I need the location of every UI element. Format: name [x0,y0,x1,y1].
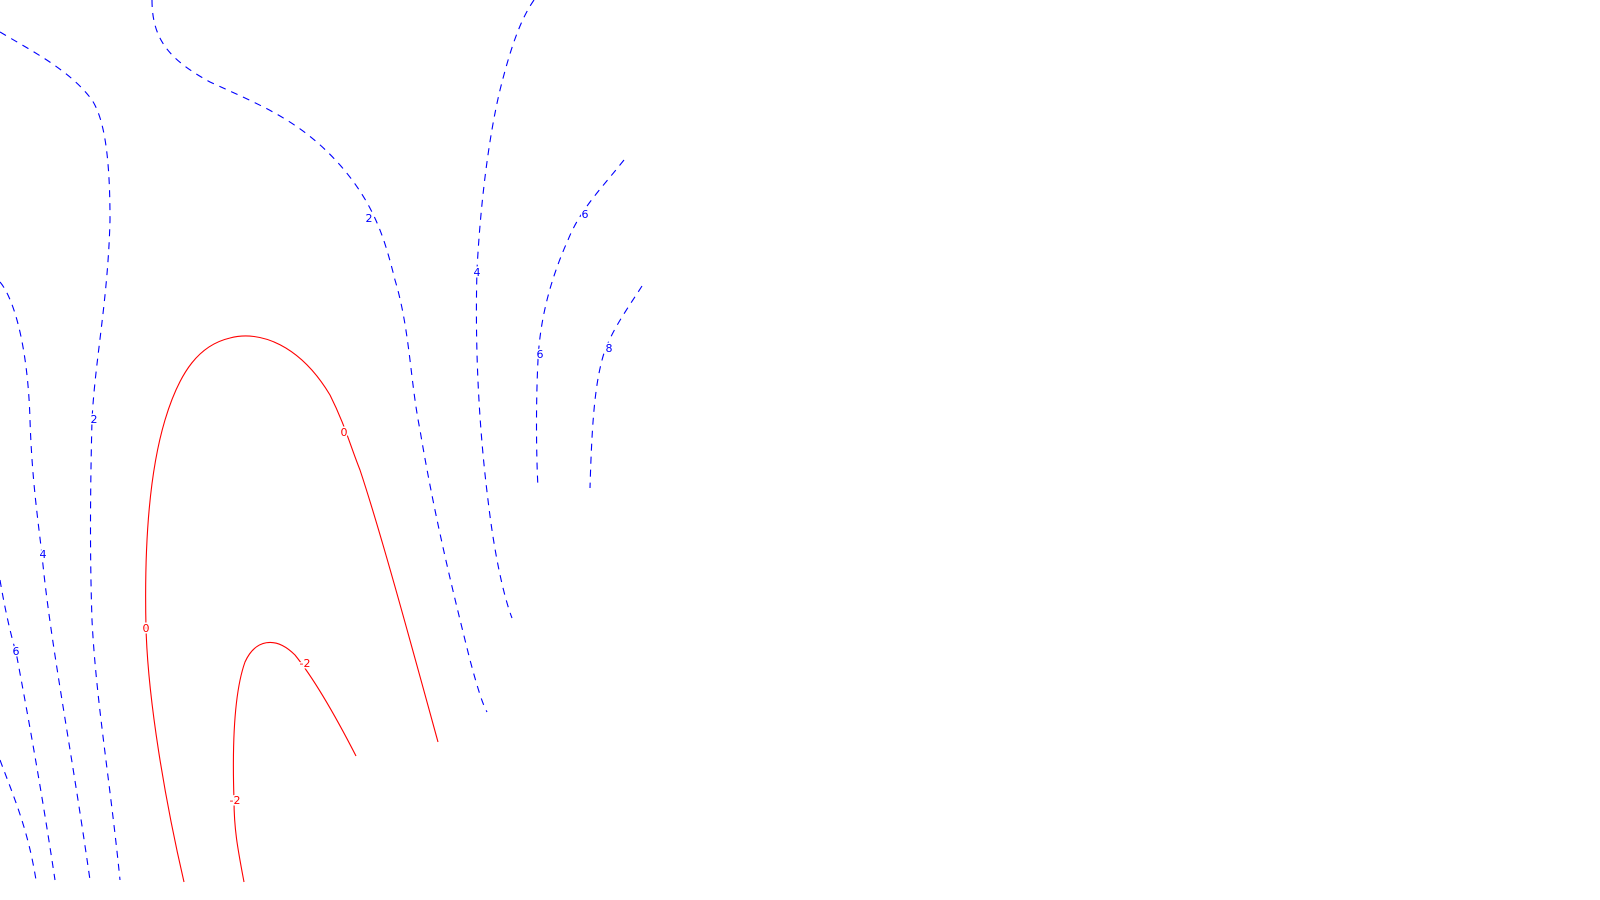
contour-line-neg2 [232,641,357,883]
contour-label-8: 8 [606,342,613,355]
contour-lines [0,0,643,883]
contour-line-6-right [535,159,625,489]
contour-label-2: 2 [91,413,98,426]
contour-label-neg2: -2 [230,794,241,807]
contour-label-6: 6 [537,348,544,361]
contour-label-0: 0 [143,622,150,635]
contour-line-4-left [0,281,91,881]
contour-labels: 2 2 4 4 6 6 6 8 0 0 -2 -2 [11,207,614,809]
contour-line-4-center [475,0,535,619]
contour-label-6: 6 [582,208,589,221]
contour-line-6-left [0,579,56,881]
contour-line-2-center [151,0,488,713]
contour-label-4: 4 [40,548,47,561]
contour-line-8-right [589,285,643,489]
contour-line-6-lower [0,759,37,881]
contour-label-2: 2 [366,212,373,225]
contour-label-6: 6 [13,645,20,658]
contour-line-0 [145,335,439,883]
contour-label-4: 4 [474,266,481,279]
contour-label-0: 0 [341,426,348,439]
contour-label-neg2: -2 [300,657,311,670]
contour-line-2-left [0,31,121,881]
